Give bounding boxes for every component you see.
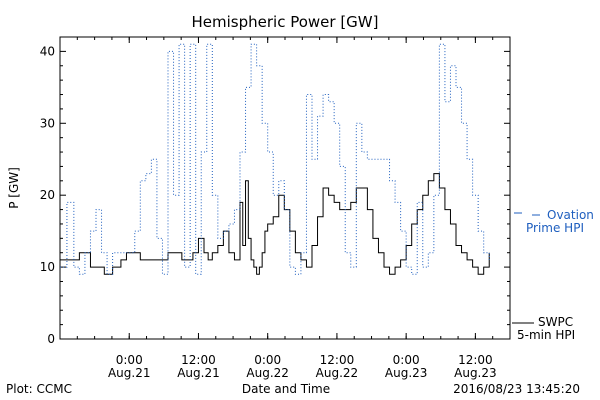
chart-title: Hemispheric Power [GW]: [192, 13, 379, 31]
x-tick-date-label: Aug.22: [316, 366, 359, 380]
series-swpc-line: [60, 173, 490, 275]
y-tick-label: 20: [40, 188, 55, 202]
legend-ovation: Ovation Prime HPI: [514, 208, 594, 235]
x-tick-time-label: 12:00: [320, 353, 355, 367]
x-tick-date-label: Aug.21: [108, 366, 151, 380]
x-tick-date-label: Aug.23: [385, 366, 428, 380]
x-tick-time-label: 12:00: [458, 353, 493, 367]
y-tick-label: 40: [40, 44, 55, 58]
x-tick-time-label: 0:00: [116, 353, 143, 367]
legend-ovation-label-1: Ovation: [547, 208, 594, 222]
x-axis-ticks: 0:00Aug.2112:00Aug.210:00Aug.2212:00Aug.…: [76, 37, 497, 380]
x-tick-time-label: 12:00: [181, 353, 216, 367]
y-axis-ticks: 0 10 20 30 40: [40, 44, 510, 346]
footer-plot-credit: Plot: CCMC: [6, 382, 72, 396]
x-tick-date-label: Aug.21: [177, 366, 220, 380]
legend-swpc-label-2: 5-min HPI: [517, 328, 575, 342]
y-axis-label: P [GW]: [7, 167, 21, 209]
legend-swpc: SWPC 5-min HPI: [512, 315, 575, 342]
x-tick-time-label: 0:00: [254, 353, 281, 367]
x-tick-date-label: Aug.22: [246, 366, 289, 380]
legend-ovation-label-2: Prime HPI: [526, 221, 584, 235]
x-tick-time-label: 0:00: [393, 353, 420, 367]
y-tick-label: 10: [40, 260, 55, 274]
series-ovation-line: [60, 43, 490, 275]
legend-swpc-label-1: SWPC: [538, 315, 573, 329]
x-tick-date-label: Aug.23: [454, 366, 497, 380]
legend: Ovation Prime HPI SWPC 5-min HPI: [512, 208, 594, 342]
y-tick-label: 0: [47, 332, 55, 346]
series-group: [60, 43, 490, 275]
x-axis-label: Date and Time: [242, 382, 330, 396]
y-tick-label: 30: [40, 116, 55, 130]
footer-timestamp: 2016/08/23 13:45:20: [453, 382, 580, 396]
